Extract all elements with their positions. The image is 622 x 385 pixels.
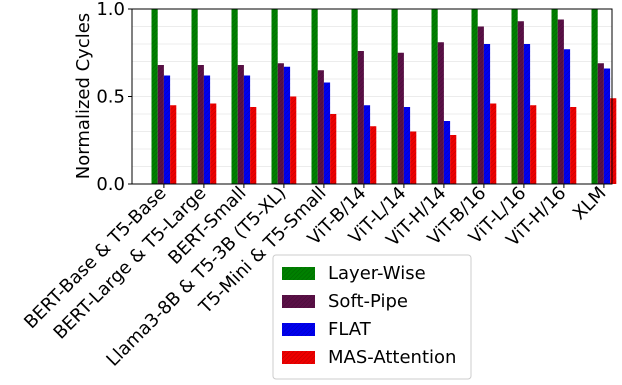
bar-hatch (311, 9, 318, 184)
bars-layer (151, 9, 617, 184)
y-axis-title: Normalized Cycles (73, 13, 94, 179)
bar-hatch (271, 9, 278, 184)
bar-hatch (530, 105, 537, 184)
bar-hatch (210, 103, 217, 184)
bar-hatch (191, 9, 198, 184)
bar-hatch (317, 70, 324, 184)
y-tick-label: 0.5 (96, 87, 125, 108)
bar-hatch (197, 65, 204, 184)
axes-layer: 0.0 0.5 1.0 (96, 0, 613, 195)
bar-hatch (603, 68, 611, 184)
bar-hatch (151, 9, 158, 184)
bar-hatch (523, 44, 531, 184)
bar-hatch (391, 9, 398, 184)
bar-hatch (277, 63, 284, 184)
y-tick-label: 1.0 (96, 0, 125, 20)
bar-hatch (203, 75, 211, 184)
bar-hatch (437, 42, 444, 184)
legend-swatch-hatch (282, 351, 315, 364)
bar-hatch (517, 21, 524, 184)
bar-hatch (591, 9, 598, 184)
bar-hatch (363, 105, 371, 184)
bar-hatch (483, 44, 491, 184)
bar-hatch (511, 9, 518, 184)
bar-hatch (551, 9, 558, 184)
legend-swatch-hatch (282, 295, 315, 308)
bar-hatch (570, 107, 577, 184)
bar-hatch (397, 52, 404, 184)
bar-hatch (237, 65, 244, 184)
bar-hatch (290, 96, 297, 184)
x-tick-label: BERT-Large & T5-Large (50, 183, 211, 344)
bar-hatch (351, 9, 358, 184)
bar-hatch (490, 103, 497, 184)
bar-hatch (231, 9, 238, 184)
legend: Layer-Wise Soft-Pipe FLAT MAS-Attention (272, 254, 472, 380)
bar-hatch (597, 63, 604, 184)
legend-swatch-hatch (282, 267, 315, 280)
bar-hatch (403, 107, 411, 184)
bar-hatch (250, 107, 257, 184)
legend-frame (272, 254, 472, 380)
bar-hatch (357, 51, 364, 184)
bar-hatch (170, 105, 177, 184)
bar-hatch (410, 131, 417, 184)
legend-label: MAS-Attention (328, 347, 456, 368)
legend-label: Soft-Pipe (328, 291, 408, 312)
bar-hatch (557, 19, 564, 184)
bar-hatch (283, 66, 291, 184)
bar-hatch (370, 126, 377, 184)
legend-swatch-hatch (282, 323, 315, 336)
legend-label: Layer-Wise (328, 263, 426, 284)
bar-hatch (330, 114, 337, 184)
bar-hatch (323, 82, 331, 184)
bar-hatch (610, 98, 617, 184)
y-tick-label: 0.0 (96, 174, 125, 195)
bar-hatch (563, 49, 571, 184)
bar-hatch (431, 9, 438, 184)
bar-hatch (450, 135, 457, 184)
bar-hatch (157, 65, 164, 184)
bar-hatch (163, 75, 171, 184)
bar-hatch (477, 26, 484, 184)
legend-label: FLAT (328, 319, 372, 340)
bar-hatch (243, 75, 251, 184)
bar-hatch (471, 9, 478, 184)
bar-hatch (443, 121, 451, 184)
x-tick-label: XLM (569, 183, 611, 225)
